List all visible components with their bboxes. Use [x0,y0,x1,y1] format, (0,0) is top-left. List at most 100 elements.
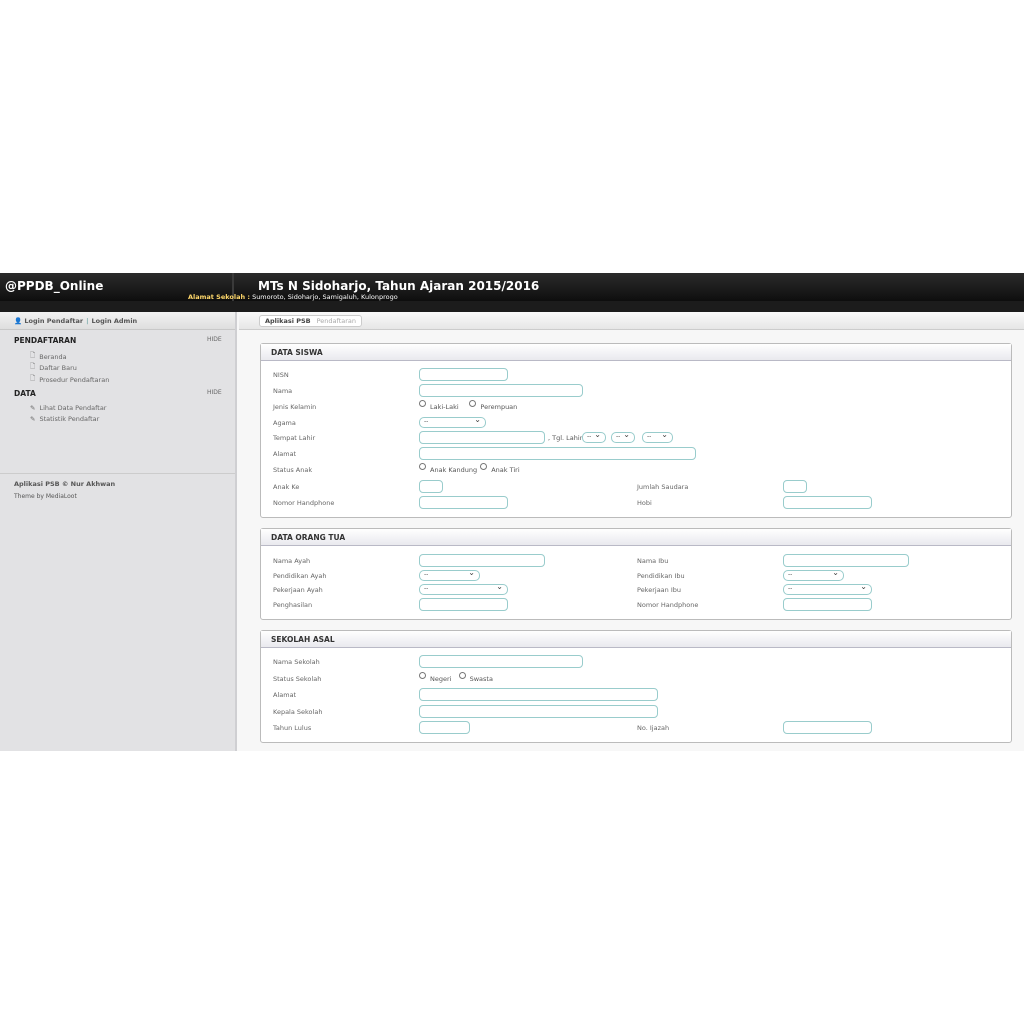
header: @PPDB_Online MTs N Sidoharjo, Tahun Ajar… [0,273,1024,301]
penghasilan-input[interactable] [419,598,508,611]
pekerjaan-ibu-label: Pekerjaan Ibu [637,586,682,594]
anak-ke-label: Anak Ke [273,483,300,491]
pekerjaan-ibu-select[interactable]: -- [783,582,872,595]
breadcrumb: Aplikasi PSB Pendaftaran [259,315,363,327]
jumlah-saudara-label: Jumlah Saudara [637,483,689,491]
breadcrumb-current: Pendaftaran [316,317,357,325]
nama-sekolah-label: Nama Sekolah [273,658,320,666]
penghasilan-label: Penghasilan [273,601,313,609]
separator: | [86,317,89,325]
panel-sekolah-asal: SEKOLAH ASAL [260,630,1012,743]
agama-select[interactable]: -- [419,415,486,428]
user-icon: 👤 [14,317,23,325]
radio-negeri[interactable]: Negeri [419,672,451,683]
radio-label: Anak Tiri [491,466,520,474]
brand-logo[interactable]: @PPDB_Online [5,279,104,293]
kepala-sekolah-label: Kepala Sekolah [273,708,323,716]
radio-circle[interactable] [480,463,488,470]
pendidikan-ayah-label: Pendidikan Ayah [273,572,327,580]
sidebar-footer: Aplikasi PSB © Nur Akhwan Theme by Media… [0,473,235,506]
footer-theme-link[interactable]: Theme by MediaLoot [14,493,77,500]
nav-label: Prosedur Pendaftaran [39,375,110,384]
sidebar-item-daftar-baru[interactable]: 🗋 Daftar Baru [30,362,77,373]
alamat-input[interactable] [419,688,658,701]
sidebar-item-statistik[interactable]: ✎ Statistik Pendaftar [30,415,99,423]
radio-circle[interactable] [469,400,477,407]
status-sekolah-label: Status Sekolah [273,675,322,683]
pencil-icon: ✎ [30,415,36,423]
radio-anak-kandung[interactable]: Anak Kandung [419,463,477,474]
radio-swasta[interactable]: Swasta [458,672,493,683]
page-title: MTs N Sidoharjo, Tahun Ajaran 2015/2016 [258,279,540,293]
alamat-label: Alamat [273,450,297,458]
nav-label: Statistik Pendaftar [39,415,100,423]
nama-ayah-label: Nama Ayah [273,557,311,565]
day-select[interactable]: -- [582,430,606,443]
header-divider [232,273,234,301]
radio-circle[interactable] [419,672,426,679]
nama-input[interactable] [419,384,583,397]
no-ijazah-label: No. Ijazah [637,724,670,732]
radio-anak-tiri[interactable]: Anak Tiri [480,463,520,474]
pencil-icon: ✎ [30,404,36,412]
kepala-sekolah-input[interactable] [419,705,658,718]
panel-title: SEKOLAH ASAL [261,631,1011,648]
agama-label: Agama [273,419,296,427]
subheader-bar [0,301,1024,312]
section-pendaftaran-title: PENDAFTARAN [14,336,77,345]
sidebar-item-lihat-data[interactable]: ✎ Lihat Data Pendaftar [30,404,106,412]
tempat-lahir-input[interactable] [419,431,545,444]
address-label: Alamat Sekolah : [188,293,250,301]
alamat-label: Alamat [273,691,297,699]
nav-label: Beranda [39,352,67,361]
nomor-handphone-input[interactable] [783,598,872,611]
radio-circle[interactable] [458,672,466,679]
radio-circle[interactable] [419,463,426,470]
sidebar-item-beranda[interactable]: 🗋 Beranda [30,351,67,362]
login-admin-link[interactable]: Login Admin [91,317,138,325]
alamat-input[interactable] [419,447,696,460]
radio-label: Anak Kandung [430,466,478,474]
radio-laki-laki[interactable]: Laki-Laki [419,400,459,411]
nav-label: Lihat Data Pendaftar [39,404,107,412]
no-ijazah-input[interactable] [783,721,872,734]
hide-data-button[interactable]: HIDE [207,389,222,396]
anak-ke-input[interactable] [419,480,443,493]
nav-label: Daftar Baru [39,363,77,372]
month-select[interactable]: -- [611,430,635,443]
pekerjaan-ayah-label: Pekerjaan Ayah [273,586,323,594]
breadcrumb-home[interactable]: Aplikasi PSB [265,317,311,325]
radio-label: Laki-Laki [430,403,459,411]
status-anak-label: Status Anak [273,466,313,474]
nisn-input[interactable] [419,368,508,381]
jumlah-saudara-input[interactable] [783,480,807,493]
radio-circle[interactable] [419,400,426,407]
nomor-handphone-input[interactable] [419,496,508,509]
tempat-lahir-label: Tempat Lahir [273,434,316,442]
section-data-title: DATA [14,389,36,398]
login-pendaftar-link[interactable]: Login Pendaftar [24,317,84,325]
document-icon: 🗋 [30,374,36,382]
hide-pendaftaran-button[interactable]: HIDE [207,336,222,343]
nama-ibu-label: Nama Ibu [637,557,669,565]
panel-title: DATA SISWA [261,344,1011,361]
nomor-handphone-label: Nomor Handphone [273,499,335,507]
hobi-input[interactable] [783,496,872,509]
sidebar-item-prosedur[interactable]: 🗋 Prosedur Pendaftaran [30,374,109,385]
tahun-lulus-input[interactable] [419,721,470,734]
panel-title: DATA ORANG TUA [261,529,1011,546]
nama-ibu-input[interactable] [783,554,909,567]
pendidikan-ayah-select[interactable]: -- [419,568,480,581]
tgl-lahir-label: , Tgl. Lahir [548,434,583,442]
year-select[interactable]: -- [642,430,673,443]
radio-label: Swasta [469,675,493,683]
pekerjaan-ayah-select[interactable]: -- [419,582,508,595]
pendidikan-ibu-select[interactable]: -- [783,568,844,581]
tahun-lulus-label: Tahun Lulus [273,724,312,732]
pendidikan-ibu-label: Pendidikan Ibu [637,572,685,580]
nama-ayah-input[interactable] [419,554,545,567]
nama-sekolah-input[interactable] [419,655,583,668]
radio-perempuan[interactable]: Perempuan [469,400,517,411]
document-icon: 🗋 [30,351,36,359]
address-value: Sumoroto, Sidoharjo, Samigaluh, Kulonpro… [252,293,398,301]
